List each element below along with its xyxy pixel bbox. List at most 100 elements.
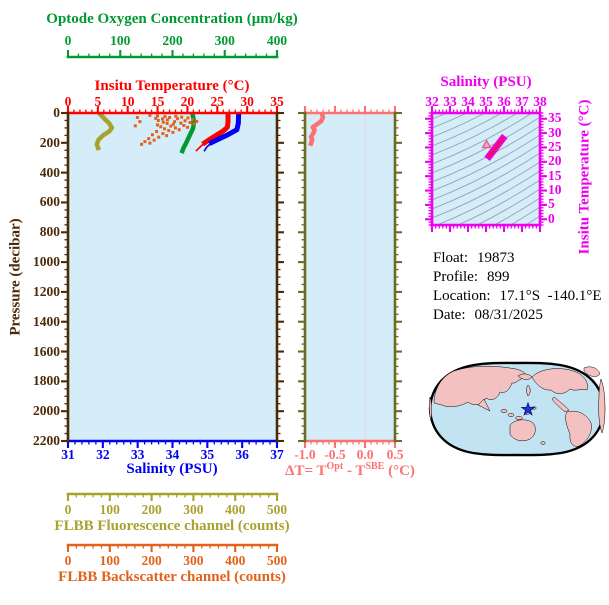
flbb-backscatter-point [179,121,183,125]
tick-label: 800 [39,224,60,240]
flbb-backscatter-point [186,116,190,120]
tick-label: 34 [461,94,475,109]
flbb-backscatter-point [171,130,175,134]
flbb-backscatter-point [143,140,147,144]
flbb-backscatter-point [188,121,192,125]
tick-label: 0.5 [386,447,404,462]
info-value: 19873 [477,250,515,266]
tick-label: 20 [548,153,562,169]
tick-label: 15 [548,167,562,183]
flbb-backscatter-point [161,132,165,136]
isopycnal-contour [432,113,487,138]
isopycnal-contour [432,113,503,147]
flbb-backscatter-point [156,118,160,122]
flbb-backscatter-point [154,116,158,120]
tick-label: 600 [39,194,60,210]
tick-label: 1800 [33,373,60,389]
landmass-north-america [531,368,588,394]
flbb-backscatter-point [157,135,161,139]
backscatter-axis-title: FLBB Backscatter channel (counts) [58,569,286,585]
tick-label: 400 [39,164,60,180]
delta-t-title-sup-sbe: SBE [365,461,385,472]
delta-t-title-part: ΔT= T [285,463,327,479]
delta-t-series-layer [308,113,366,441]
tick-label: -0.5 [324,447,346,462]
flbb-backscatter-point [177,128,181,132]
info-label: Location: [433,288,491,304]
tick-label: 0 [53,105,60,120]
ts-surface-marker [481,139,492,149]
tick-label: 0 [64,33,72,48]
landmass-new-zealand [540,441,546,445]
insitu-temperature [201,113,231,147]
flbb-backscatter-point [138,120,142,124]
float-location-star [520,401,536,416]
info-line-location: Location: 17.1°S -140.1°E [433,287,601,306]
landmasses [429,366,606,447]
landmass-island [500,408,508,414]
flbb-backscatter-point [165,121,169,125]
float-info-block: Float: 19873 Profile: 899 Location: 17.1°S … [433,249,601,325]
tick-label: 15 [150,94,165,109]
flbb-backscatter-point [169,124,173,128]
tick-label: 0.0 [356,447,374,462]
tick-label: 1400 [33,313,60,329]
flbb-backscatter-point [173,126,177,130]
ts-series-layer [432,113,540,225]
tick-label: 300 [183,553,204,568]
flbb-backscatter-point [165,118,169,122]
info-value: 899 [487,269,510,285]
salinity [208,113,242,146]
salinity-axis-title: Salinity (PSU) [126,461,218,477]
tick-label: 2200 [33,433,60,448]
isopycnal-contour [432,161,540,219]
landmass-greenland [583,366,601,377]
flbb-backscatter-point [163,127,167,131]
flbb-backscatter-point [173,120,177,124]
flbb-backscatter-point [155,129,159,133]
flbb-backscatter-point [148,113,152,117]
flbb-backscatter-point [133,124,137,128]
landmass-alaska [517,373,533,380]
tick-label: 500 [266,502,288,517]
isopycnal-contour [432,143,540,201]
ts-plot-area [432,113,540,225]
flbb-backscatter-point [152,138,156,142]
tick-label: -1.0 [294,447,316,462]
tick-label: 100 [99,502,120,517]
isopycnal-contour [509,206,540,225]
tick-label: 5 [94,94,102,109]
tick-label: 400 [225,502,246,517]
tick-label: 33 [443,94,457,109]
delta-t-title-part: - T [343,463,366,479]
tick-label: 37 [270,447,284,462]
flbb-backscatter-point [171,122,175,126]
tick-label: 10 [548,182,562,198]
isopycnal-contour [432,113,533,165]
temperature-axis-title: Insitu Temperature (°C) [94,78,250,94]
flbb-backscatter-point [168,115,172,119]
delta-t-profile [308,113,326,147]
tick-label: 0 [64,94,72,109]
isopycnal-contour [432,134,540,192]
fluorescence-axis-title: FLBB Fluorescence channel (counts) [54,518,290,534]
tick-label: 100 [99,553,120,568]
tick-label: 1000 [33,254,60,270]
insitu-temperature-deep [195,141,206,152]
tick-label: 35 [200,447,215,462]
flbb-backscatter-point [140,142,144,146]
isopycnal-contour [524,215,540,225]
delta-t-title-sup-opt: Opt [326,461,344,472]
tick-label: 34 [165,447,180,462]
flbb-backscatter-point [150,133,154,137]
tick-label: 1600 [33,343,60,359]
tick-label: 200 [162,33,183,48]
tick-label: 25 [548,138,562,154]
flbb-backscatter-point [160,117,164,121]
delta-t-axis-title: ΔT= TOpt - TSBE (°C) [285,461,415,480]
tick-label: 200 [141,553,162,568]
flbb-backscatter-point [135,115,139,119]
tick-label: 200 [141,502,162,517]
